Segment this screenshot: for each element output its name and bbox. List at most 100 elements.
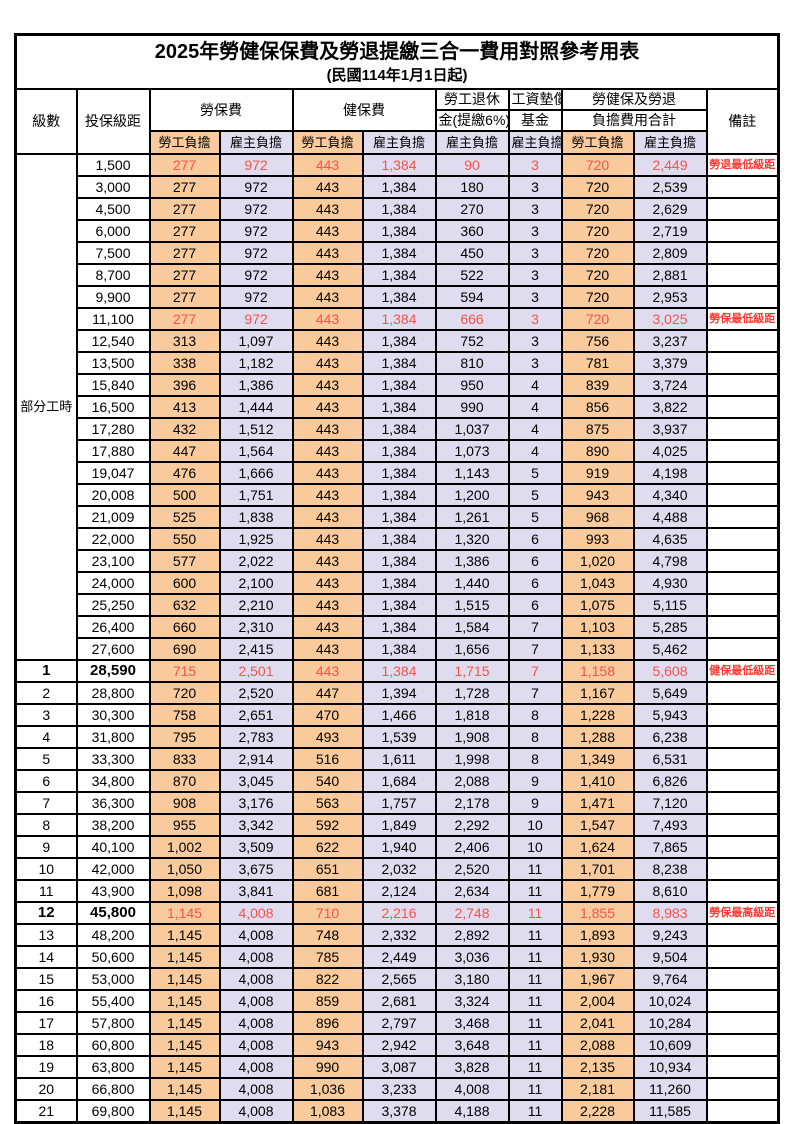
labor-employer-cell: 2,914 <box>218 747 294 771</box>
note-cell <box>705 483 780 507</box>
labor-employee-cell: 660 <box>148 615 221 639</box>
pension-employer-cell: 2,088 <box>434 769 510 793</box>
note-cell <box>705 175 780 199</box>
note-cell <box>705 615 780 639</box>
note-cell <box>705 747 780 771</box>
wage-fund-employer-cell: 11 <box>507 857 563 881</box>
health-employer-cell: 1,684 <box>361 769 437 793</box>
health-employer-cell: 2,449 <box>361 945 437 969</box>
wage-fund-employer-cell: 11 <box>507 901 563 925</box>
total-employee-cell: 968 <box>560 505 635 529</box>
level-cell: 10 <box>14 857 78 881</box>
health-employee-cell: 443 <box>291 593 364 617</box>
pension-employer-cell: 90 <box>434 153 510 177</box>
wage-fund-employer-cell: 3 <box>507 241 563 265</box>
table-row: 2 28,800 720 2,520 447 1,394 1,728 7 1,167 5,649 <box>14 681 780 705</box>
labor-employee-cell: 1,145 <box>148 1033 221 1057</box>
wage-fund-employer-cell: 5 <box>507 461 563 485</box>
wage-fund-employer-cell: 3 <box>507 153 563 177</box>
labor-employee-cell: 277 <box>148 285 221 309</box>
table-row: 17,280 432 1,512 443 1,384 1,037 4 875 3,937 <box>16 417 780 441</box>
total-employer-cell: 11,260 <box>632 1077 708 1101</box>
health-employer-cell: 2,216 <box>361 901 437 925</box>
total-employer-cell: 8,238 <box>632 857 708 881</box>
total-employee-cell: 720 <box>560 175 635 199</box>
salary-bracket-cell: 19,047 <box>75 461 151 485</box>
total-employee-cell: 1,103 <box>560 615 635 639</box>
note-cell <box>705 813 780 837</box>
labor-employer-cell: 4,008 <box>218 923 294 947</box>
table-row: 20,008 500 1,751 443 1,384 1,200 5 943 4,340 <box>16 483 780 507</box>
pension-employer-cell: 3,828 <box>434 1055 510 1079</box>
total-employer-cell: 7,120 <box>632 791 708 815</box>
health-employee-cell: 785 <box>291 945 364 969</box>
labor-employee-cell: 500 <box>148 483 221 507</box>
labor-employee-cell: 715 <box>148 659 221 683</box>
table-row: 25,250 632 2,210 443 1,384 1,515 6 1,075 5,115 <box>16 593 780 617</box>
health-employer-cell: 2,332 <box>361 923 437 947</box>
health-employee-cell: 443 <box>291 307 364 331</box>
title-row: 2025年勞健保保費及勞退提繳三合一費用對照參考用表 (民國114年1月1日起) <box>14 33 780 90</box>
salary-bracket-cell: 33,300 <box>75 747 151 771</box>
table-row: 8,700 277 972 443 1,384 522 3 720 2,881 <box>16 263 780 287</box>
note-cell <box>705 989 780 1013</box>
labor-employer-cell: 2,651 <box>218 703 294 727</box>
labor-employee-cell: 1,050 <box>148 857 221 881</box>
pension-employer-cell: 950 <box>434 373 510 397</box>
labor-employee-cell: 1,145 <box>148 945 221 969</box>
salary-bracket-cell: 8,700 <box>75 263 151 287</box>
pension-employer-cell: 3,324 <box>434 989 510 1013</box>
wage-fund-employer-cell: 10 <box>507 835 563 859</box>
health-employer-cell: 2,124 <box>361 879 437 903</box>
header-row-shares: 勞工負擔 雇主負擔 勞工負擔 雇主負擔 雇主負擔 雇主負擔 勞工負擔 雇主負擔 <box>16 130 779 155</box>
salary-bracket-cell: 63,800 <box>75 1055 151 1079</box>
wage-fund-employer-cell: 8 <box>507 703 563 727</box>
health-employee-cell: 443 <box>291 483 364 507</box>
pension-employer-cell: 1,728 <box>434 681 510 705</box>
col-header-pension-line1: 勞工退休 <box>434 88 510 111</box>
subheader-wage-fund-employer: 雇主負擔 <box>507 130 563 155</box>
table-row: 13,500 338 1,182 443 1,384 810 3 781 3,379 <box>16 351 780 375</box>
page-subtitle: (民國114年1月1日起) <box>326 67 468 84</box>
labor-employee-cell: 313 <box>148 329 221 353</box>
total-employee-cell: 2,181 <box>560 1077 635 1101</box>
subheader-health-employee: 勞工負擔 <box>291 130 364 155</box>
note-cell <box>705 1011 780 1035</box>
note-cell <box>705 351 780 375</box>
wage-fund-employer-cell: 7 <box>507 637 563 661</box>
pension-employer-cell: 1,715 <box>434 659 510 683</box>
pension-employer-cell: 1,143 <box>434 461 510 485</box>
pension-employer-cell: 270 <box>434 197 510 221</box>
table-row: 14 50,600 1,145 4,008 785 2,449 3,036 11 1,930 9,… <box>14 945 780 969</box>
wage-fund-employer-cell: 3 <box>507 263 563 287</box>
health-employee-cell: 1,036 <box>291 1077 364 1101</box>
note-cell <box>705 857 780 881</box>
health-employee-cell: 443 <box>291 285 364 309</box>
total-employer-cell: 11,585 <box>632 1099 708 1124</box>
labor-employer-cell: 1,097 <box>218 329 294 353</box>
level-cell: 7 <box>14 791 78 815</box>
table-row: 12,540 313 1,097 443 1,384 752 3 756 3,237 <box>16 329 780 353</box>
wage-fund-employer-cell: 11 <box>507 967 563 991</box>
total-employee-cell: 890 <box>560 439 635 463</box>
level-cell: 20 <box>14 1077 78 1101</box>
labor-employee-cell: 413 <box>148 395 221 419</box>
col-header-note: 備註 <box>705 88 780 155</box>
labor-employer-cell: 972 <box>218 285 294 309</box>
note-cell <box>705 1033 780 1057</box>
col-header-total-line2: 負擔費用合計 <box>560 109 708 132</box>
note-cell <box>705 197 780 221</box>
labor-employer-cell: 3,045 <box>218 769 294 793</box>
total-employer-cell: 4,798 <box>632 549 708 573</box>
wage-fund-employer-cell: 7 <box>507 659 563 683</box>
total-employee-cell: 1,043 <box>560 571 635 595</box>
wage-fund-employer-cell: 5 <box>507 483 563 507</box>
labor-employer-cell: 4,008 <box>218 989 294 1013</box>
salary-bracket-cell: 60,800 <box>75 1033 151 1057</box>
labor-employer-cell: 4,008 <box>218 1055 294 1079</box>
header-row-group1: 級數 投保級距 勞保費 健保費 勞工退休 工資墊償 勞健保及勞退 備註 <box>14 88 780 155</box>
salary-bracket-cell: 36,300 <box>75 791 151 815</box>
salary-bracket-cell: 28,590 <box>75 659 151 683</box>
labor-employer-cell: 3,509 <box>218 835 294 859</box>
health-employer-cell: 1,466 <box>361 703 437 727</box>
